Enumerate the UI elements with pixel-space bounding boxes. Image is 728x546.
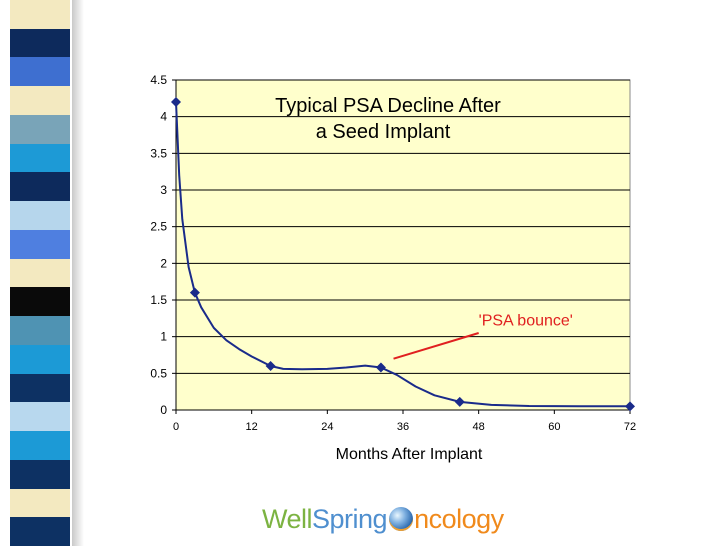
x-tick-label: 72 [624, 421, 636, 433]
y-tick-label: 1 [160, 330, 167, 344]
y-tick-label: 4.5 [150, 73, 167, 87]
data-point-marker [375, 362, 386, 373]
side-strip-block [10, 373, 70, 403]
side-strip-block [10, 201, 70, 231]
y-tick-label: 2 [160, 256, 167, 270]
side-strip-block [10, 431, 70, 461]
psa-bounce-annotation: 'PSA bounce' [479, 313, 573, 330]
y-tick-label: 3 [160, 183, 167, 197]
logo-well-text: Well [262, 504, 313, 534]
logo-ncology-text: ncology [414, 504, 504, 534]
y-tick-label: 0.5 [150, 366, 167, 380]
chart-title-line-1: Typical PSA Decline After [275, 95, 501, 117]
side-strip-block [10, 287, 70, 317]
side-strip-block [10, 316, 70, 346]
y-tick-label: 1.5 [150, 293, 167, 307]
x-axis-label: Months After Implant [336, 446, 483, 463]
psa-decline-chart: 0 0.5 1 1.5 2 2.5 3 3.5 4 4.5 0 12 24 36 48 60 72 Typica… [150, 73, 636, 463]
side-strip-block [10, 114, 70, 145]
x-tick-label: 60 [548, 421, 560, 433]
x-tick-label: 24 [321, 421, 333, 433]
y-tick-label: 3.5 [150, 146, 167, 160]
side-strip-block [10, 488, 70, 518]
data-point-marker [189, 287, 200, 298]
side-strip-block [10, 258, 70, 288]
side-strip-block [10, 57, 70, 87]
y-tick-label: 0 [160, 403, 167, 417]
side-strip-block [10, 229, 70, 260]
data-point-marker [625, 401, 635, 412]
wellspring-oncology-logo: WellSpring ncology [262, 500, 504, 540]
x-tick-label: 48 [473, 421, 485, 433]
chart-title-line-2: a Seed Implant [316, 121, 451, 143]
y-tick-label: 2.5 [150, 220, 167, 234]
data-point-marker [171, 97, 181, 107]
side-strip-block [10, 459, 70, 490]
y-tick-label: 4 [160, 110, 167, 124]
data-point-marker [265, 361, 276, 371]
side-strip-block [10, 172, 70, 202]
side-strip-block [10, 28, 70, 58]
psa-bounce-arrow [393, 332, 479, 360]
side-strip-block [10, 517, 70, 546]
globe-o-icon [389, 507, 414, 531]
side-strip-shadow [72, 0, 84, 546]
side-strip-block [10, 0, 70, 30]
side-strip-block [10, 86, 70, 116]
data-point-marker [454, 396, 465, 407]
x-tick-label: 12 [246, 421, 258, 433]
side-strip-block [10, 344, 70, 375]
logo-spring-text: Spring [312, 504, 388, 534]
x-tick-label: 0 [173, 421, 179, 433]
x-tick-label: 36 [397, 421, 409, 433]
side-strip-block [10, 402, 70, 432]
side-strip-block [10, 143, 70, 173]
decorative-side-strip [0, 0, 72, 546]
